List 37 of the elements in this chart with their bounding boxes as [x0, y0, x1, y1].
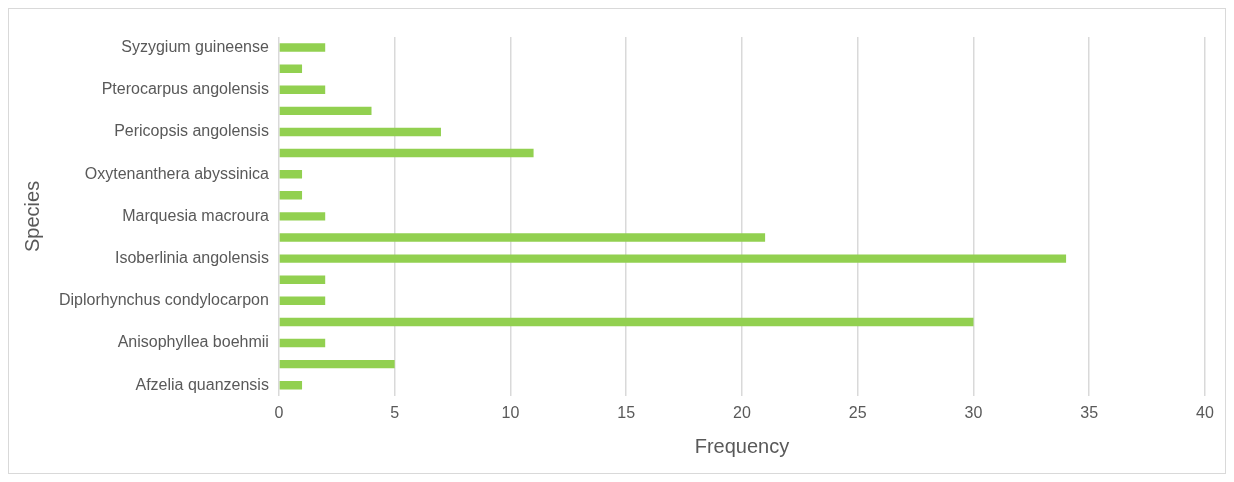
bar: [279, 359, 395, 369]
bar: [279, 317, 974, 327]
y-tick-label: Diplorhynchus condylocarpon: [58, 291, 269, 309]
x-tick-label: 30: [964, 403, 983, 421]
y-tick-label: Pterocarpus angolensis: [101, 80, 269, 98]
x-tick-label: 15: [617, 403, 636, 421]
bar: [279, 64, 303, 73]
bar: [279, 148, 534, 158]
bar: [279, 275, 326, 284]
bar: [279, 85, 326, 94]
bar: [279, 191, 303, 200]
bar: [279, 233, 766, 242]
bar: [279, 106, 372, 116]
y-tick-label: Anisophyllea boehmii: [117, 333, 269, 351]
bar: [279, 212, 326, 221]
y-tick-label: Marquesia macroura: [122, 206, 269, 224]
x-tick-label: 5: [390, 403, 400, 421]
x-axis-title: Frequency: [694, 434, 790, 457]
bar: [279, 338, 326, 348]
y-tick-label: Isoberlinia angolensis: [115, 249, 269, 267]
bar: [279, 169, 303, 179]
y-tick-label: Syzygium guineense: [121, 37, 269, 55]
bar: [279, 381, 303, 390]
x-tick-label: 0: [274, 403, 284, 421]
bar: [279, 254, 1067, 263]
bar: [279, 127, 441, 137]
bar: [279, 43, 326, 52]
x-tick-label: 40: [1196, 403, 1214, 421]
x-tick-label: 20: [733, 403, 751, 421]
bar: [279, 296, 326, 306]
x-tick-label: 10: [501, 403, 520, 421]
x-tick-label: 25: [848, 403, 867, 421]
y-tick-label: Oxytenanthera abyssinica: [84, 164, 269, 182]
y-tick-label: Pericopsis angolensis: [114, 122, 269, 140]
y-tick-label: Afzelia quanzensis: [135, 375, 269, 393]
y-axis-title: Species: [20, 180, 43, 252]
x-tick-label: 35: [1080, 403, 1099, 421]
